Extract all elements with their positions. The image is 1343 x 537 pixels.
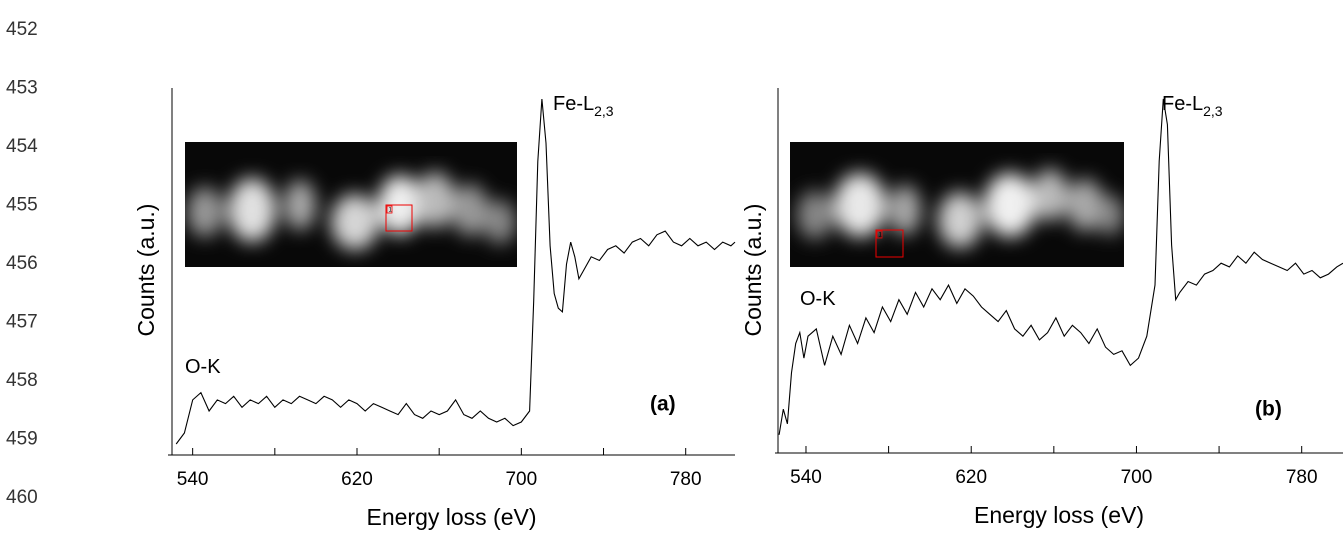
inset-image: [185, 142, 517, 267]
line-number: 452: [6, 19, 38, 40]
annotation-text: Fe-L: [1162, 93, 1203, 115]
annotation-text: O-K: [185, 356, 221, 378]
line-number: 458: [6, 370, 38, 391]
line-number: 457: [6, 312, 38, 333]
annotation: Fe-L2,3: [1162, 93, 1223, 118]
x-tick-label: 540: [177, 469, 209, 490]
line-number: 453: [6, 78, 38, 99]
x-axis-title: Energy loss (eV): [366, 504, 536, 530]
spectrum-line: [778, 98, 1343, 435]
x-axis-title: Energy loss (eV): [974, 502, 1144, 528]
x-tick-label: 540: [790, 467, 822, 488]
annotation-text: O-K: [800, 288, 836, 310]
inset-label: 1: [879, 233, 883, 239]
line-number: 455: [6, 195, 38, 216]
y-axis-title: Counts (a.u.): [133, 204, 159, 337]
x-tick-label: 780: [670, 469, 702, 490]
line-number: 456: [6, 253, 38, 274]
annotation: O-K: [800, 288, 836, 310]
x-tick-label: 700: [505, 469, 537, 490]
x-tick-label: 780: [1286, 467, 1318, 488]
x-tick-label: 620: [955, 467, 987, 488]
annotation-text: Fe-L: [553, 93, 594, 115]
annotation-subscript: 2,3: [1203, 103, 1223, 119]
annotation: Fe-L2,3: [553, 93, 614, 118]
line-number: 459: [6, 429, 38, 450]
inset-label: 1: [389, 208, 393, 214]
annotation-subscript: 2,3: [594, 103, 614, 119]
x-tick-label: 620: [341, 469, 373, 490]
panel-label: (a): [650, 393, 676, 416]
y-axis-title: Counts (a.u.): [740, 204, 766, 337]
x-tick-label: 700: [1121, 467, 1153, 488]
line-number: 454: [6, 136, 38, 157]
annotation: O-K: [185, 356, 221, 378]
spectrum-line: [175, 98, 736, 445]
panel-label: (b): [1255, 398, 1282, 421]
line-number: 460: [6, 487, 38, 508]
inset-image: [790, 142, 1124, 267]
